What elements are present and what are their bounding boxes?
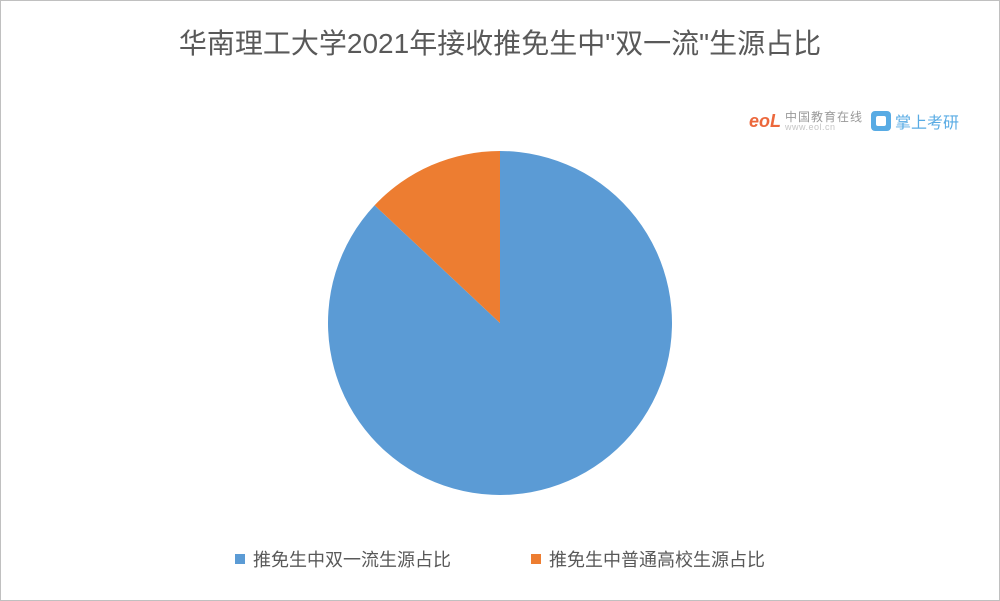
kaoyan-brand-name: 掌上考研 [895,109,959,133]
watermark-brand-kaoyan: 掌上考研 [871,109,959,133]
chart-container: 华南理工大学2021年接收推免生中"双一流"生源占比 eoL 中国教育在线 ww… [0,0,1000,601]
pie-chart [328,151,672,495]
legend-label: 推免生中双一流生源占比 [253,546,451,572]
pie-svg [328,151,672,495]
legend-label: 推免生中普通高校生源占比 [549,546,765,572]
legend-item-0: 推免生中双一流生源占比 [235,546,451,572]
eol-brand-name: 中国教育在线 [785,111,863,123]
legend: 推免生中双一流生源占比 推免生中普通高校生源占比 [1,546,999,572]
chart-title: 华南理工大学2021年接收推免生中"双一流"生源占比 [1,23,999,65]
watermark: eoL 中国教育在线 www.eol.cn 掌上考研 [749,109,959,133]
legend-item-1: 推免生中普通高校生源占比 [531,546,765,572]
kaoyan-app-icon [871,111,891,131]
eol-logo-icon: eoL [749,111,781,132]
legend-swatch-icon [235,554,245,564]
legend-swatch-icon [531,554,541,564]
watermark-brand-eol: eoL 中国教育在线 www.eol.cn [749,111,863,132]
eol-brand-url: www.eol.cn [785,123,863,132]
